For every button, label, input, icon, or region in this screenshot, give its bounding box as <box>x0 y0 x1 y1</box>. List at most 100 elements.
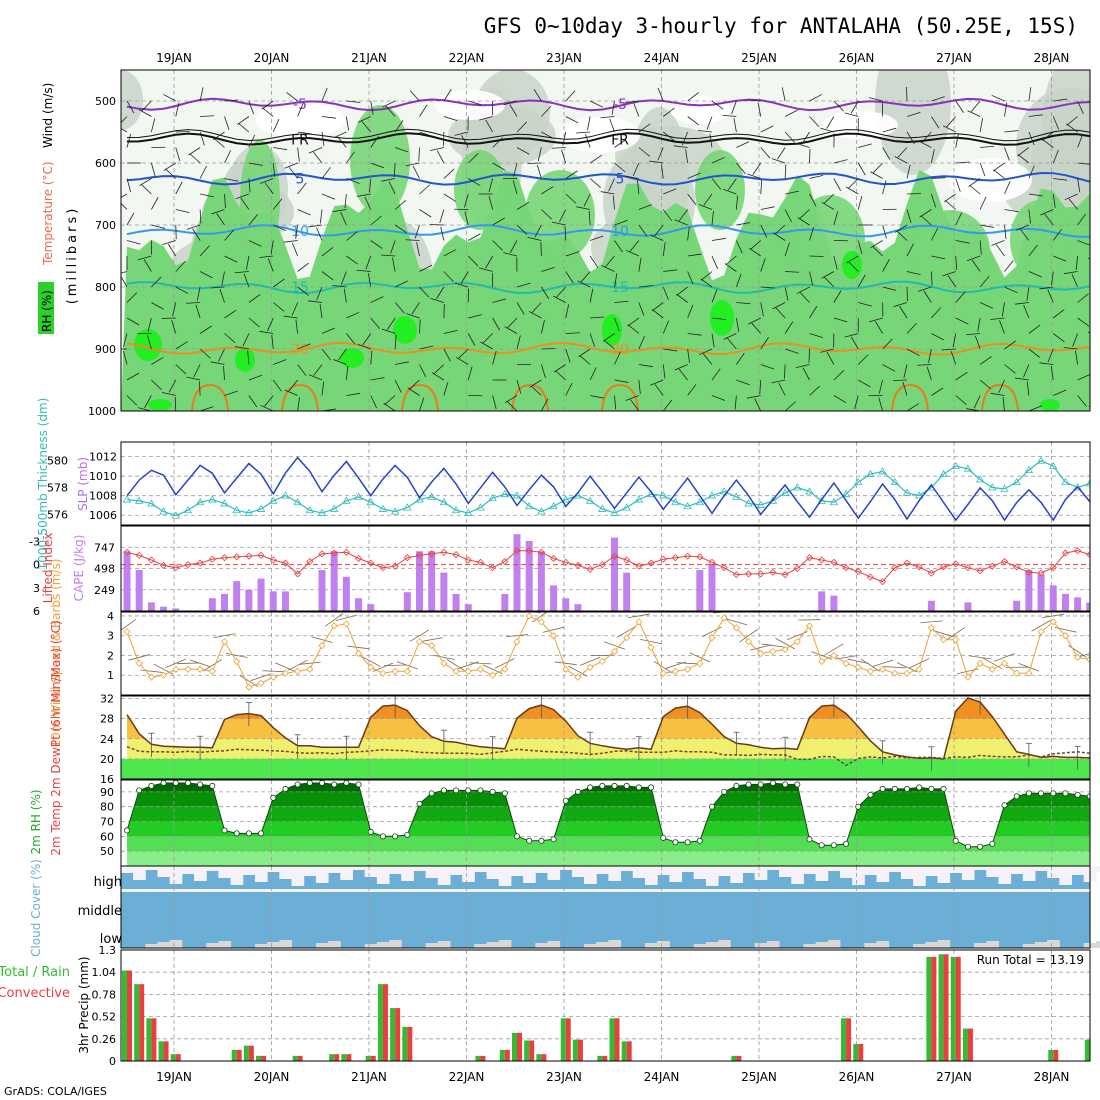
wind-barb <box>516 147 530 155</box>
wind-barb <box>809 385 821 396</box>
wind-barb <box>144 395 152 408</box>
wind-barb <box>1028 209 1031 224</box>
rh-point <box>1025 790 1032 797</box>
wind-barb <box>585 134 591 148</box>
wind-barb <box>1031 619 1051 632</box>
wind-barb <box>565 251 580 257</box>
rh-point <box>258 830 265 837</box>
wind-barb <box>1077 134 1084 148</box>
lifted-index-point <box>964 564 972 572</box>
wind-barb <box>562 131 567 146</box>
wind-barb <box>760 224 768 238</box>
wind-barb <box>809 226 814 241</box>
wind-barb <box>126 372 140 381</box>
cloud-high-gap <box>949 866 963 873</box>
cape-bar <box>147 602 155 611</box>
wind-barb <box>275 662 296 673</box>
wind-barb <box>1026 286 1030 301</box>
wind-barb <box>896 230 908 241</box>
cloud-high-gap <box>376 866 390 884</box>
wind-barb <box>1039 362 1054 365</box>
wind-barb <box>467 152 479 164</box>
wind-barb <box>248 134 256 148</box>
wind-barb <box>809 271 814 286</box>
cloud-high-gap <box>632 866 646 878</box>
cloud-high-gap <box>145 866 158 870</box>
cloud-high-gap <box>791 866 804 884</box>
wind-barb <box>319 209 323 224</box>
wind-barb <box>335 614 358 621</box>
thickness-point <box>622 503 631 511</box>
lifted-index-point <box>781 571 789 579</box>
wind-barb <box>630 399 640 411</box>
lifted-index-point <box>147 556 155 564</box>
rh-point <box>416 800 423 807</box>
y-tick-label: 1008 <box>89 490 117 503</box>
lifted-index-point <box>208 555 216 563</box>
wind-barb <box>394 302 405 314</box>
wind-barb <box>1002 397 1005 411</box>
cloud-high-gap <box>291 866 305 886</box>
cloud-high-gap <box>486 866 500 879</box>
wind-barb <box>273 278 285 288</box>
cloud-low-cell <box>596 942 609 948</box>
wind-barb <box>906 403 920 411</box>
wind-barb <box>200 406 214 411</box>
wind-barb <box>906 131 915 145</box>
cloud-low-cell <box>937 940 951 948</box>
wind-barb <box>798 209 810 220</box>
wind-speed-point <box>757 649 765 658</box>
thickness-point <box>695 497 705 506</box>
wind-barb <box>406 313 420 319</box>
wind-barb <box>942 271 956 277</box>
lifted-index-point <box>269 556 277 564</box>
wind-barb <box>283 240 298 243</box>
cloud-low-cell <box>437 941 451 948</box>
wind-barb <box>272 198 283 210</box>
lifted-index-point <box>842 564 850 572</box>
wind-barb <box>760 125 774 133</box>
wind-barb <box>723 188 737 195</box>
wind-barb <box>126 178 132 193</box>
wind-speed-point <box>1061 632 1070 640</box>
thickness-point <box>415 495 424 503</box>
cape-bar <box>537 551 545 611</box>
wind-barb <box>760 337 769 350</box>
rh-point <box>209 782 216 789</box>
wind-barb <box>395 361 409 365</box>
date-label-top: 19JAN <box>156 51 192 65</box>
rh-point <box>428 790 435 797</box>
y-tick-label: 32 <box>100 693 114 706</box>
wind-barb <box>345 366 349 381</box>
wind-barb <box>781 87 786 102</box>
thickness-point <box>683 501 692 510</box>
wind-barb <box>1063 271 1078 275</box>
wind-barb <box>784 286 789 301</box>
wind-barb <box>186 376 201 381</box>
precip-convective-bar <box>334 1054 340 1061</box>
wind-barb <box>199 271 213 279</box>
cape-bar <box>1049 585 1057 611</box>
y-tick-label: 576 <box>47 508 68 521</box>
thickness-point <box>1012 477 1021 486</box>
wind-barb <box>882 286 897 291</box>
lifted-index-point <box>744 570 753 578</box>
wind-barb <box>325 613 344 627</box>
wind-barb <box>612 195 615 210</box>
wind-barb <box>736 379 750 386</box>
wind-barb <box>313 364 323 376</box>
temperature-contour <box>126 280 1090 295</box>
wind-barb <box>1053 255 1067 262</box>
rh-point <box>294 781 301 788</box>
thickness-point <box>841 489 851 498</box>
wind-barb <box>346 151 355 164</box>
thickness-point <box>244 508 254 516</box>
wind-barb <box>292 242 298 257</box>
wind-barb <box>224 410 225 411</box>
wind-barb <box>468 100 482 106</box>
wind-barb <box>687 304 694 319</box>
precip-convective-bar <box>577 1039 583 1061</box>
wind-barb <box>629 240 640 252</box>
wind-barb <box>283 315 298 319</box>
